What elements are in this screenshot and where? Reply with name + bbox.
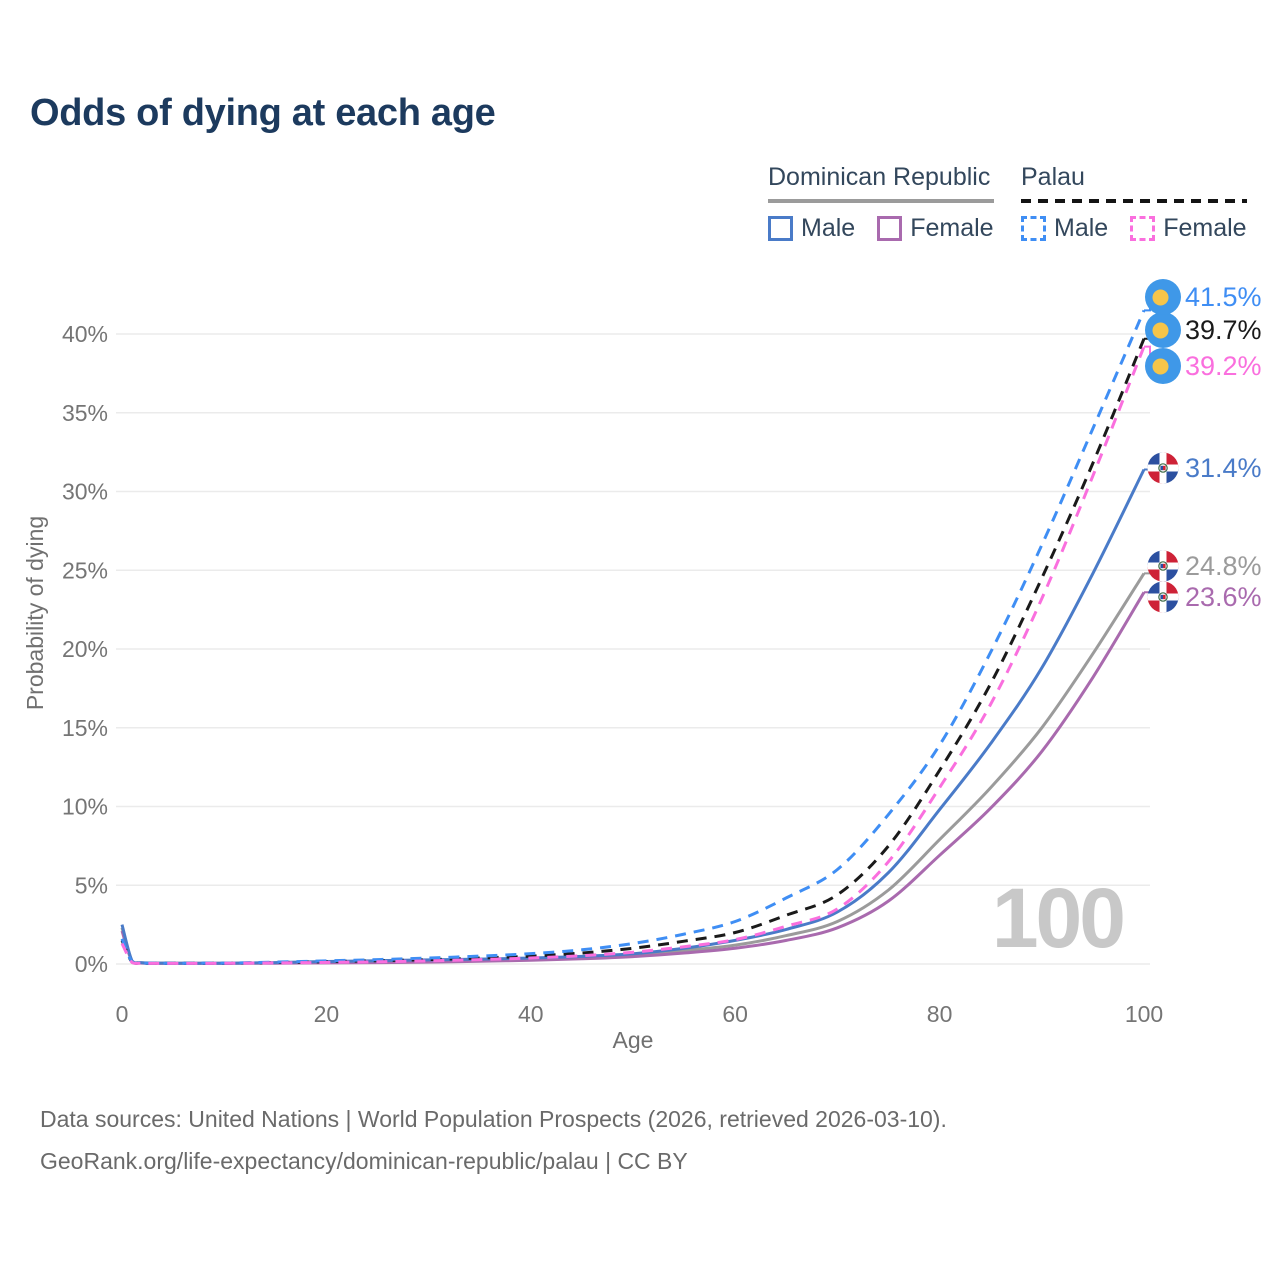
solid-line-swatch: [768, 199, 994, 203]
dominican-republic-flag-icon: [1147, 550, 1179, 582]
y-tick-label: 0%: [75, 951, 108, 977]
age-counter-watermark: 100: [991, 871, 1126, 965]
x-tick-label: 40: [518, 1001, 544, 1027]
y-tick-label: 25%: [62, 557, 108, 583]
legend-item-palau-female: Female: [1130, 214, 1247, 243]
y-tick-label: 40%: [62, 321, 108, 347]
y-tick-label: 30%: [62, 479, 108, 505]
dominican-republic-flag-icon: [1147, 581, 1179, 613]
legend-group-palau: Palau Male Female: [1021, 163, 1247, 243]
legend-group-dominican-republic: Dominican Republic Male Female: [768, 163, 994, 243]
x-tick-label: 20: [314, 1001, 340, 1027]
palau-flag-icon: [1145, 312, 1181, 348]
end-value-label-dr_female: 23.6%: [1185, 582, 1262, 612]
y-tick-label: 5%: [75, 872, 108, 898]
end-value-label-palau_male: 41.5%: [1185, 282, 1262, 312]
palau-male-swatch-icon: [1021, 216, 1046, 241]
y-tick-label: 15%: [62, 715, 108, 741]
x-tick-label: 100: [1125, 1001, 1163, 1027]
legend-item-dr-male: Male: [768, 214, 855, 243]
end-value-label-dr_total: 24.8%: [1185, 551, 1262, 581]
dashed-line-swatch: [1021, 199, 1247, 203]
end-value-label-dr_male: 31.4%: [1185, 453, 1262, 483]
legend-item-label: Female: [910, 214, 994, 242]
dr-female-swatch-icon: [877, 216, 903, 241]
legend-item-dr-female: Female: [877, 214, 994, 243]
x-axis-title: Age: [613, 1027, 654, 1053]
x-tick-label: 80: [927, 1001, 953, 1027]
y-tick-label: 35%: [62, 400, 108, 426]
end-value-label-palau_total: 39.7%: [1185, 315, 1262, 345]
legend-group-title: Dominican Republic: [768, 163, 991, 191]
legend-item-label: Male: [1054, 214, 1109, 242]
series-line-palau_female: [120, 346, 1146, 965]
y-tick-label: 20%: [62, 636, 108, 662]
dominican-republic-flag-icon: [1147, 452, 1179, 484]
palau-female-swatch-icon: [1130, 216, 1156, 241]
legend-group-title: Palau: [1021, 163, 1085, 191]
dr-male-swatch-icon: [768, 216, 793, 241]
palau-flag-icon: [1145, 279, 1181, 315]
x-tick-label: 0: [116, 1001, 129, 1027]
x-tick-label: 60: [722, 1001, 748, 1027]
y-axis-title: Probability of dying: [22, 516, 48, 710]
legend-item-label: Female: [1163, 214, 1247, 242]
y-tick-label: 10%: [62, 794, 108, 820]
palau-flag-icon: [1145, 348, 1181, 384]
source-url-text: GeoRank.org/life-expectancy/dominican-re…: [40, 1148, 688, 1174]
chart-title: Odds of dying at each age: [30, 92, 496, 134]
legend-item-palau-male: Male: [1021, 214, 1108, 243]
data-sources-text: Data sources: United Nations | World Pop…: [40, 1106, 947, 1132]
end-value-label-palau_female: 39.2%: [1185, 351, 1262, 381]
legend-item-label: Male: [801, 214, 856, 242]
series-line-palau_male: [120, 309, 1146, 965]
